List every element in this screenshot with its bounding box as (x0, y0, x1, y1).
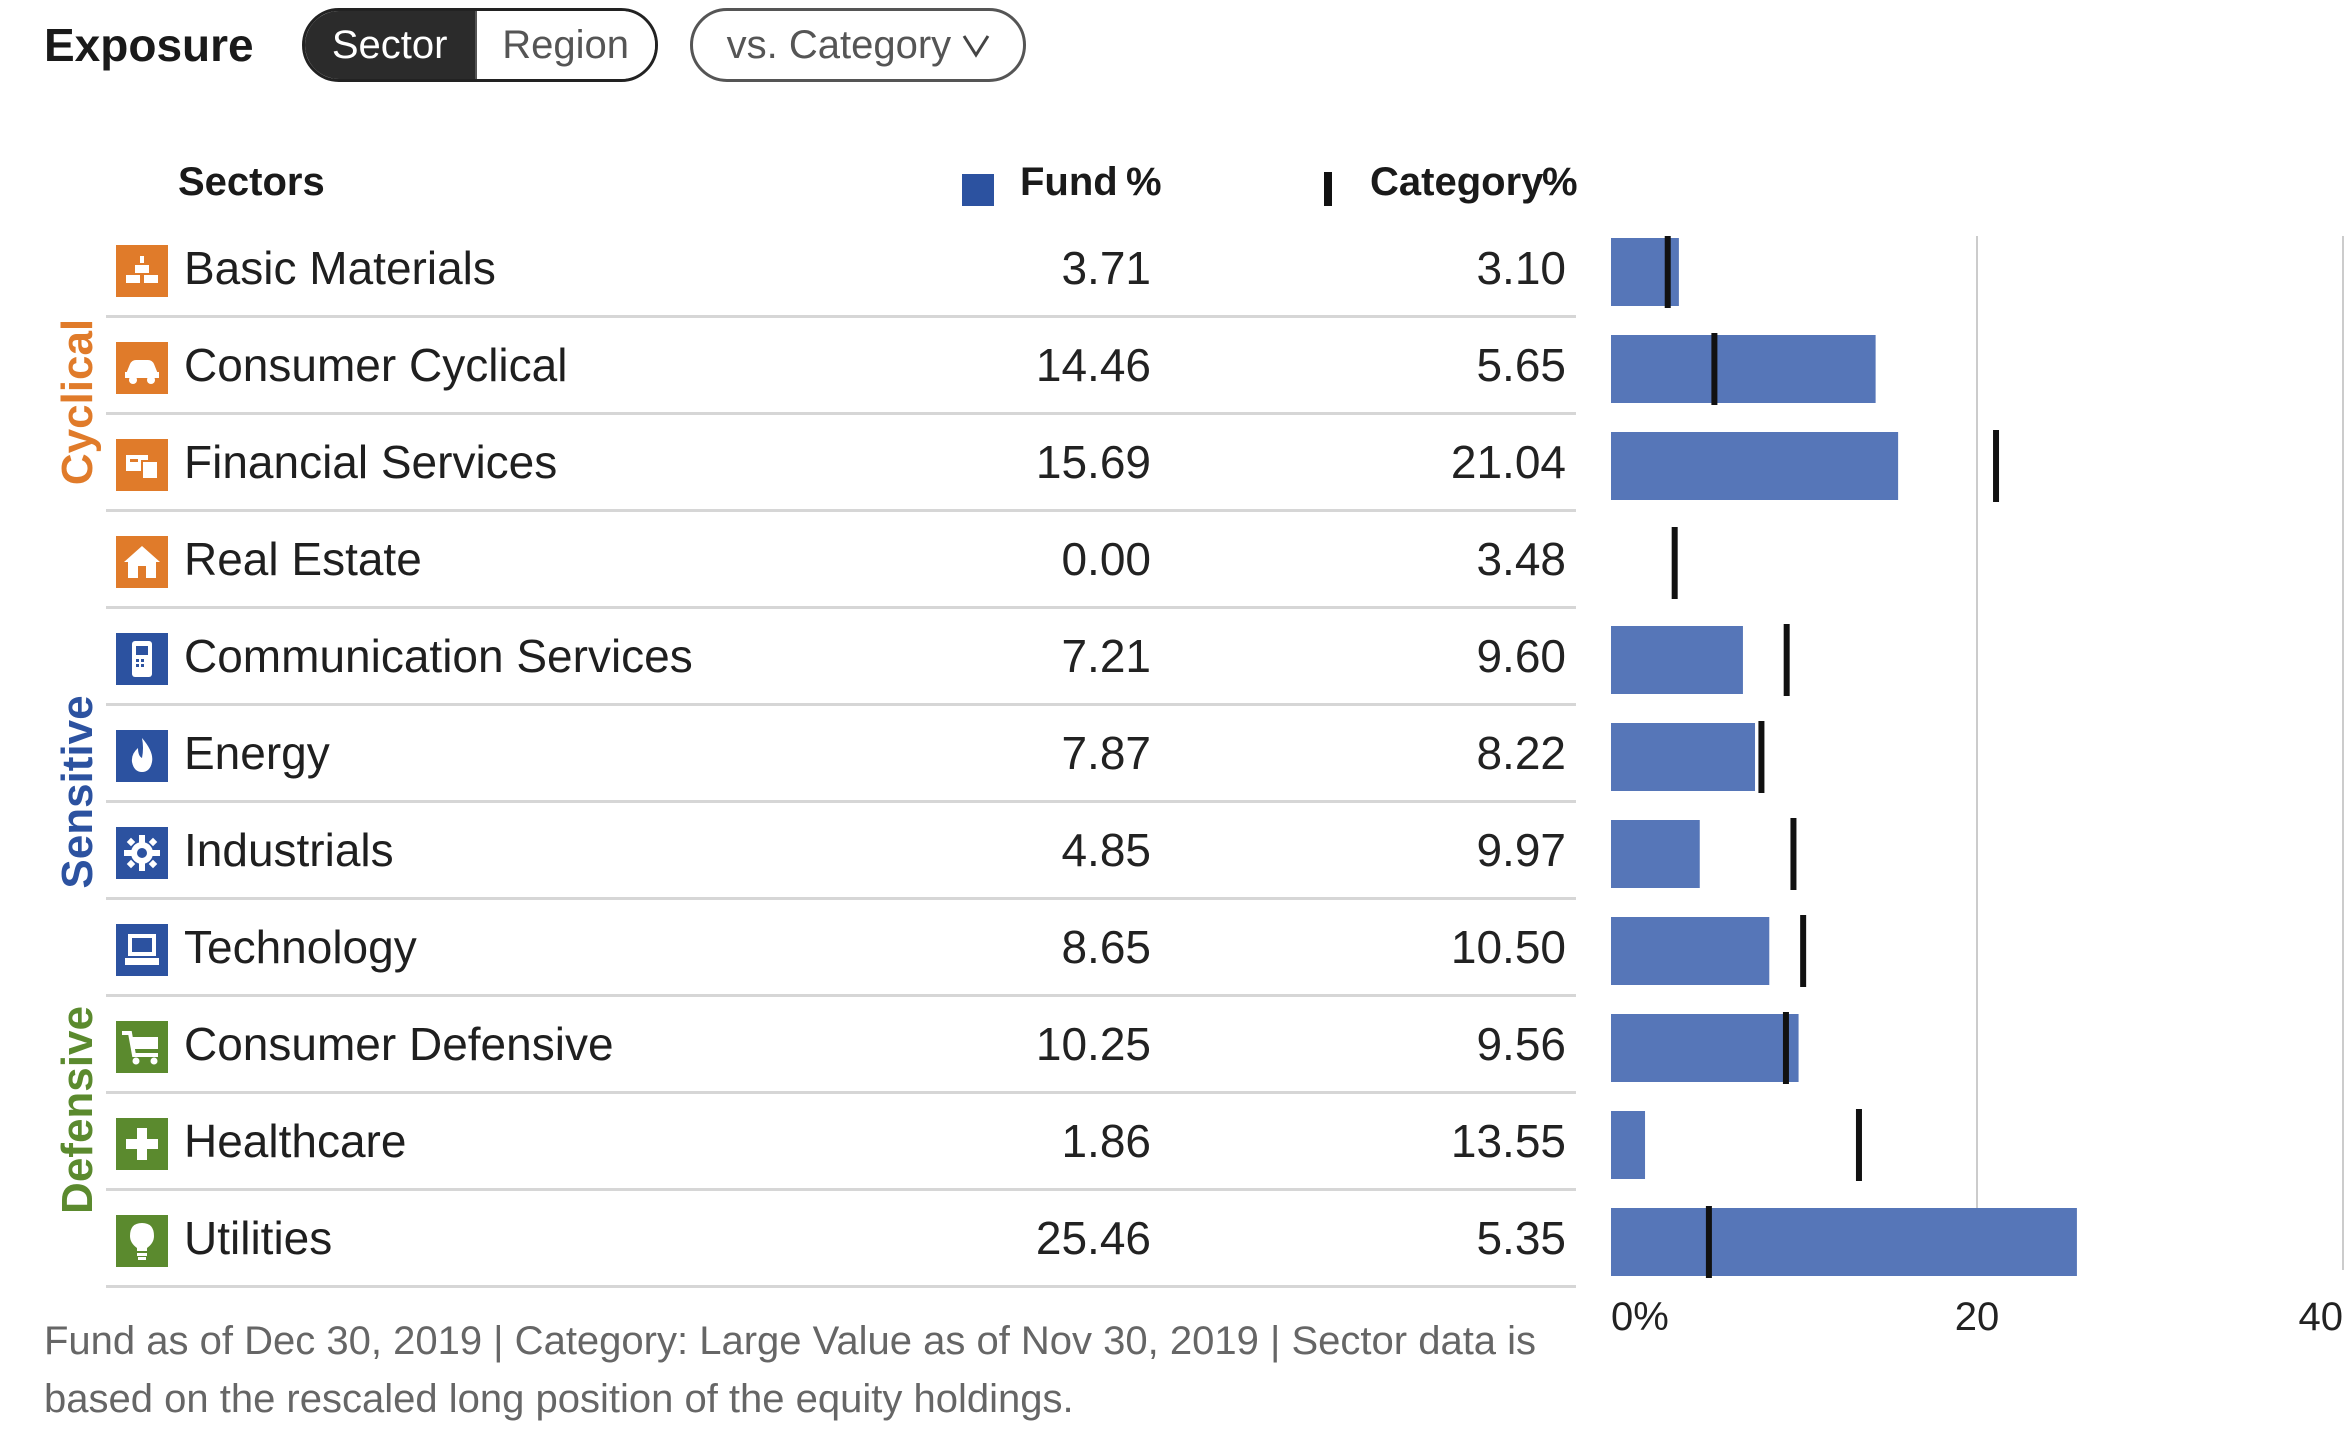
table-row: Energy 7.87 8.22 (106, 706, 1576, 803)
col-header-category: Category (1370, 160, 1544, 204)
category-percent: 5.35 (1476, 1212, 1566, 1264)
table-row: Utilities 25.46 5.35 (106, 1191, 1576, 1288)
fund-percent: 7.21 (1061, 630, 1151, 682)
compare-dropdown[interactable]: vs. Category (689, 8, 1026, 82)
category-tick (1993, 430, 2000, 502)
table-row: Technology 8.65 10.50 (106, 900, 1576, 997)
sector-name: Basic Materials (184, 242, 496, 294)
fund-bar (1611, 1111, 1646, 1179)
category-percent: 21.04 (1450, 436, 1566, 488)
view-toggle: Sector Region (301, 8, 658, 82)
cross-icon (116, 1118, 168, 1170)
fund-bar (1611, 1014, 1799, 1082)
chevron-down-icon (962, 35, 989, 58)
fund-percent: 10.25 (1035, 1018, 1151, 1070)
col-header-fund-unit: % (1126, 160, 1162, 204)
category-tick (1671, 527, 1678, 599)
fund-percent: 7.87 (1061, 727, 1151, 779)
sector-name: Financial Services (184, 436, 558, 488)
sector-name: Consumer Cyclical (184, 339, 568, 391)
fund-percent: 14.46 (1035, 339, 1151, 391)
category-tick (1664, 236, 1671, 308)
category-tick (1790, 818, 1797, 890)
fund-bar (1611, 432, 1899, 500)
category-tick (1782, 1012, 1789, 1084)
category-tick (1705, 1206, 1712, 1278)
category-percent: 8.22 (1476, 727, 1566, 779)
fund-bar (1611, 1208, 2077, 1276)
house-icon (116, 536, 168, 588)
sector-name: Consumer Defensive (184, 1018, 614, 1070)
page-title: Exposure (44, 19, 254, 71)
category-percent: 13.55 (1450, 1115, 1566, 1167)
table-row: Consumer Defensive 10.25 9.56 (106, 997, 1576, 1094)
gear-icon (116, 827, 168, 879)
category-percent: 5.65 (1476, 339, 1566, 391)
table-row: Basic Materials 3.71 3.10 (106, 221, 1576, 318)
fund-bar (1611, 820, 1700, 888)
fund-percent: 0.00 (1061, 533, 1151, 585)
x-tick-label: 0% (1611, 1295, 1669, 1339)
sector-name: Utilities (184, 1212, 333, 1264)
category-tick (1800, 915, 1807, 987)
category-tick (1783, 624, 1790, 696)
tab-region[interactable]: Region (474, 11, 655, 79)
compare-dropdown-label: vs. Category (726, 22, 952, 67)
category-tick (1758, 721, 1765, 793)
fund-percent: 1.86 (1061, 1115, 1151, 1167)
car-icon (116, 342, 168, 394)
sector-name: Energy (184, 727, 330, 779)
category-percent: 3.48 (1476, 533, 1566, 585)
computer-icon (116, 924, 168, 976)
phone-icon (116, 633, 168, 685)
fund-bar (1611, 723, 1756, 791)
flame-icon (116, 730, 168, 782)
exposure-header: Exposure Sector Region vs. Category (44, 6, 1026, 84)
sector-name: Real Estate (184, 533, 422, 585)
fund-legend-swatch (962, 174, 994, 206)
sector-name: Technology (184, 921, 417, 973)
lightbulb-icon (116, 1215, 168, 1267)
sector-name: Healthcare (184, 1115, 407, 1167)
table-row: Real Estate 0.00 3.48 (106, 512, 1576, 609)
table-row: Industrials 4.85 9.97 (106, 803, 1576, 900)
sector-name: Communication Services (184, 630, 693, 682)
category-tick (1711, 333, 1718, 405)
table-row: Financial Services 15.69 21.04 (106, 415, 1576, 512)
table-row: Communication Services 7.21 9.60 (106, 609, 1576, 706)
col-header-category-unit: % (1542, 160, 1578, 204)
fund-bar (1611, 917, 1770, 985)
col-header-fund: Fund (1020, 160, 1118, 204)
fund-percent: 25.46 (1035, 1212, 1151, 1264)
fund-percent: 8.65 (1061, 921, 1151, 973)
category-legend-tick (1324, 172, 1332, 206)
fund-bar (1611, 335, 1876, 403)
x-tick-label: 20 (1955, 1295, 2000, 1339)
category-percent: 3.10 (1476, 242, 1566, 294)
category-tick (1855, 1109, 1862, 1181)
category-percent: 9.60 (1476, 630, 1566, 682)
cart-icon (116, 1021, 168, 1073)
bank-card-icon (116, 439, 168, 491)
fund-percent: 15.69 (1035, 436, 1151, 488)
category-percent: 9.56 (1476, 1018, 1566, 1070)
category-percent: 9.97 (1476, 824, 1566, 876)
sector-name: Industrials (184, 824, 394, 876)
category-percent: 10.50 (1450, 921, 1566, 973)
col-header-sectors: Sectors (178, 160, 325, 204)
table-row: Healthcare 1.86 13.55 (106, 1094, 1576, 1191)
x-tick-label: 40 (2299, 1295, 2344, 1339)
table-row: Consumer Cyclical 14.46 5.65 (106, 318, 1576, 415)
tab-sector[interactable]: Sector (304, 11, 475, 79)
footnote: Fund as of Dec 30, 2019 | Category: Larg… (44, 1319, 1537, 1421)
gold-bars-icon (116, 245, 168, 297)
fund-bar (1611, 626, 1743, 694)
fund-percent: 3.71 (1061, 242, 1151, 294)
fund-percent: 4.85 (1061, 824, 1151, 876)
